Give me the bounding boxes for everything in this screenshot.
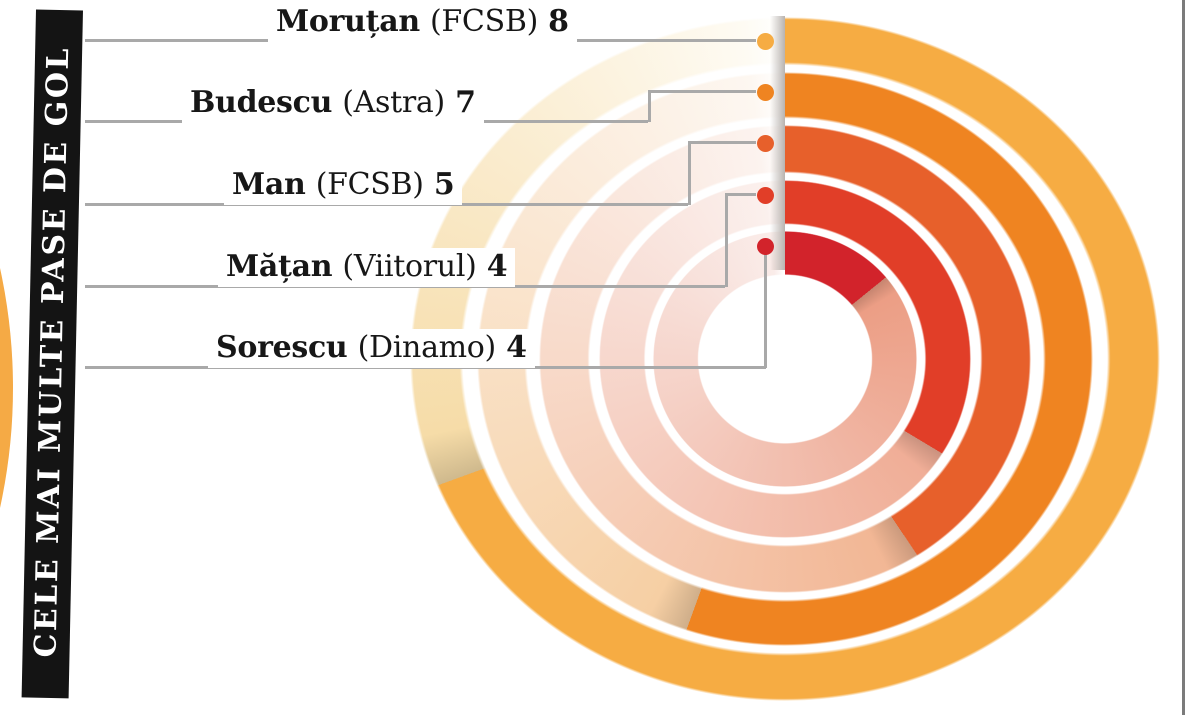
player-team: (FCSB): [315, 167, 424, 202]
chart-title: CELE MAI MULTE PASE DE GOL: [28, 45, 77, 659]
adjacent-chart-sliver: [0, 0, 13, 715]
leader-line: [648, 90, 756, 93]
player-value: 7: [455, 85, 476, 120]
ring-arc-sorescu: [653, 231, 917, 487]
player-name: Mățan: [226, 249, 333, 284]
player-value: 5: [433, 167, 455, 202]
vertical-title-banner: CELE MAI MULTE PASE DE GOL: [21, 9, 83, 699]
leader-line: [688, 141, 691, 205]
series-dot-mățan: [756, 186, 774, 204]
player-value: 4: [486, 249, 508, 284]
player-name: Budescu: [190, 85, 333, 120]
leader-line: [725, 193, 756, 196]
series-dot-moruțan: [756, 32, 774, 50]
leader-line: [725, 193, 728, 287]
series-dot-budescu: [756, 83, 774, 101]
series-dot-man: [756, 134, 774, 152]
player-value: 4: [506, 330, 527, 365]
label-man: Man (FCSB) 5: [224, 166, 463, 205]
label-sorescu: Sorescu (Dinamo) 4: [208, 329, 535, 368]
player-team: (Viitorul): [342, 249, 477, 284]
player-name: Moruțan: [276, 4, 420, 39]
player-name: Sorescu: [216, 330, 348, 365]
series-dot-sorescu: [756, 237, 774, 255]
player-team: (FCSB): [430, 4, 538, 39]
player-team: (Astra): [342, 85, 445, 120]
leader-line: [764, 250, 767, 368]
leader-line: [648, 90, 651, 122]
arc-start-shadow: [770, 16, 785, 270]
player-value: 8: [548, 4, 569, 39]
player-team: (Dinamo): [357, 330, 497, 365]
label-matan: Mățan (Viitorul) 4: [218, 248, 516, 287]
label-budescu: Budescu (Astra) 7: [182, 84, 484, 123]
label-morutan: Moruțan (FCSB) 8: [268, 3, 577, 42]
frame-right-border: [1182, 0, 1185, 715]
player-name: Man: [232, 167, 306, 202]
leader-line: [688, 141, 756, 144]
